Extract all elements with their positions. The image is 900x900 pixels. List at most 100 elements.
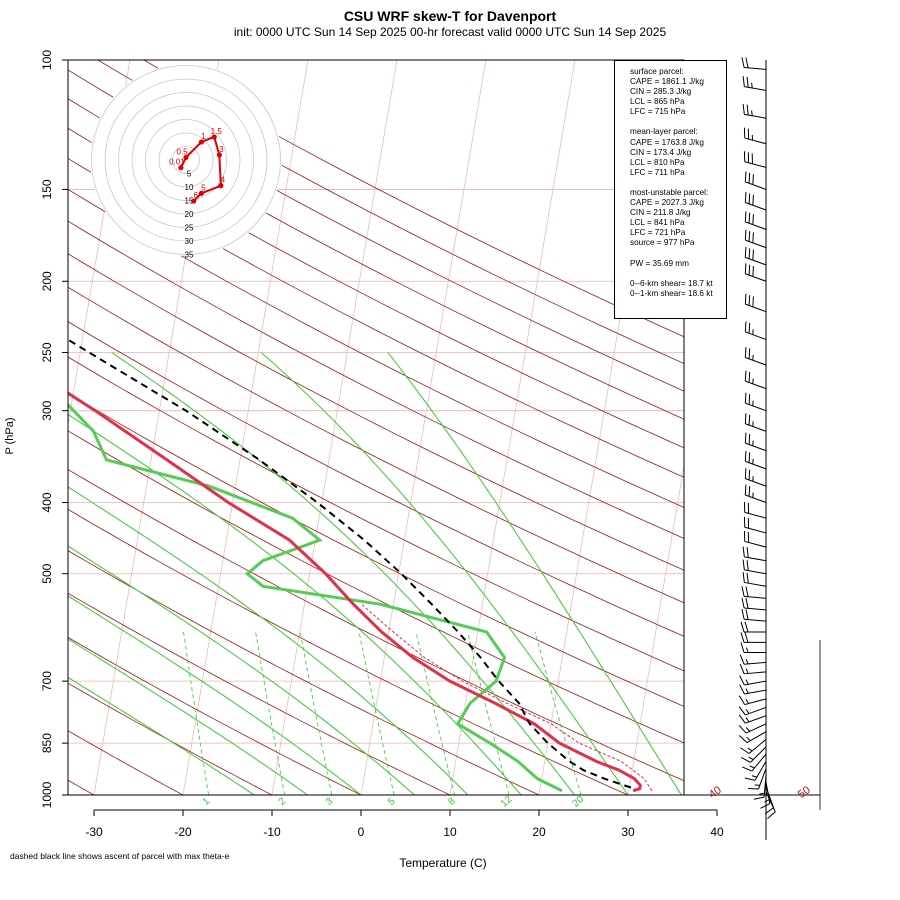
wind-barb-feather: [748, 414, 751, 426]
wind-barb-feather: [744, 263, 747, 274]
wind-barb-feather: [760, 803, 771, 809]
mixing-ratio-label: 5: [386, 796, 398, 808]
mixed-heading: mean-layer parcel:: [630, 127, 698, 137]
hodograph-ring-label: 5: [187, 170, 192, 179]
mixing-ratio-line: [255, 631, 285, 795]
x-tick-label: 20: [532, 825, 546, 839]
wind-barbs: [738, 57, 776, 820]
dry-adiabat: [68, 321, 684, 637]
mu-source: source = 977 hPa: [630, 238, 695, 248]
x-tick-label: 0: [358, 825, 365, 839]
wind-barb: [765, 791, 776, 820]
wind-barb: [738, 706, 767, 716]
x-tick-label: -20: [174, 825, 192, 839]
hodograph-point-label: 1: [201, 132, 206, 141]
y-tick-label: 250: [40, 342, 54, 362]
wind-barb-half-feather: [748, 756, 754, 761]
wind-barb-staff: [745, 380, 767, 390]
wind-barb-feather: [748, 787, 759, 790]
wind-barb: [742, 546, 767, 562]
wind-barb: [743, 516, 767, 534]
mixing-ratio-line: [358, 631, 395, 795]
wind-barb: [744, 468, 767, 487]
moist-adiabat: [260, 352, 629, 795]
wind-barb: [743, 127, 767, 145]
wind-barb-feather: [744, 321, 747, 332]
wind-barb-feather: [752, 249, 754, 261]
wind-barb-feather: [746, 76, 749, 88]
wind-barb-staff: [744, 618, 767, 622]
wind-barb: [741, 586, 767, 599]
hodograph-point-label: 5: [201, 183, 206, 192]
parcel-info-box: surface parcel: CAPE = 1861.1 J/kg CIN =…: [614, 60, 727, 319]
wind-barb: [742, 572, 767, 587]
wind-barb-staff: [745, 303, 767, 313]
wind-barb-feather: [744, 432, 747, 444]
precipitable-water: PW = 35.69 mm: [630, 258, 689, 268]
wind-barb-feather: [753, 796, 765, 800]
wind-barb-staff: [744, 137, 767, 145]
wind-barb-staff: [744, 113, 767, 119]
wind-barb-half-feather: [745, 698, 750, 704]
wind-barb-feather: [748, 295, 751, 306]
wind-barb-feather: [748, 372, 751, 383]
moist-adiabat: [111, 352, 575, 795]
hodograph-ring: [91, 65, 281, 255]
wind-barb-staff: [745, 723, 767, 734]
hodograph-point: [198, 139, 204, 145]
dry-adiabat: [68, 98, 684, 420]
wind-barb-staff: [745, 331, 767, 340]
dry-adiabat: [68, 392, 684, 707]
wind-barb-staff: [745, 202, 767, 211]
dry-adiabat: [68, 469, 684, 782]
wind-barb: [743, 151, 767, 168]
dry-adiabat: [68, 69, 684, 392]
wind-barb-feather: [744, 347, 747, 358]
wind-barb-half-feather: [751, 775, 758, 778]
dry-adiabat: [68, 127, 684, 449]
mixing-ratio-label: 12: [499, 794, 515, 810]
dry-adiabat: [68, 356, 684, 672]
wind-barb-feather: [744, 370, 747, 382]
wind-barb-staff: [744, 86, 767, 91]
wind-barb-feather: [752, 266, 754, 277]
wind-barb-feather: [748, 348, 751, 359]
wind-barb-feather: [742, 572, 745, 583]
wind-barb-half-feather: [745, 717, 750, 723]
hodograph-ring-label: 20: [185, 210, 194, 219]
wind-barb-staff: [744, 67, 767, 70]
y-tick-label: 500: [40, 563, 54, 583]
wind-barb-feather: [738, 706, 746, 716]
mixing-ratio-line: [415, 631, 455, 795]
virtual-temperature-line: [361, 603, 653, 792]
y-tick-label: 700: [40, 671, 54, 691]
wind-barb: [753, 775, 767, 800]
wind-barb-feather: [752, 296, 754, 307]
dry-adiabat: [68, 253, 684, 571]
wind-barb-feather: [752, 232, 754, 243]
mixing-ratio-line: [183, 631, 209, 795]
shear-0-1km: 0--1-km shear= 18.6 kt: [630, 288, 713, 298]
hodograph-point-label: 3: [219, 145, 224, 154]
hodograph-ring-label: 15: [185, 197, 194, 206]
surface-lfc: LFC = 715 hPa: [630, 107, 686, 117]
hodograph-point: [183, 154, 189, 161]
wind-barb: [740, 738, 767, 754]
parcel-ascent-line: [68, 338, 632, 789]
wind-barb-feather: [767, 811, 776, 820]
hodograph-ring: [158, 132, 214, 188]
wind-barb-feather: [744, 621, 749, 633]
mu-parcel-group: most-unstable parcel: CAPE = 2027.3 J/kg…: [630, 188, 726, 249]
mixing-ratio-label: 3: [324, 796, 336, 808]
surface-heading: surface parcel:: [630, 67, 684, 76]
wind-barb-staff: [745, 402, 767, 412]
wind-barb-feather: [752, 174, 754, 185]
mixing-ratio-line: [299, 631, 333, 795]
wind-barb: [740, 632, 766, 643]
wind-barb: [744, 246, 767, 266]
wind-barb: [744, 450, 767, 470]
mixed-parcel-group: mean-layer parcel: CAPE = 1763.8 J/kg CI…: [630, 127, 726, 177]
wind-barb-feather: [744, 171, 747, 182]
wind-barb-staff: [751, 753, 767, 772]
hodograph-ring: [118, 92, 254, 228]
